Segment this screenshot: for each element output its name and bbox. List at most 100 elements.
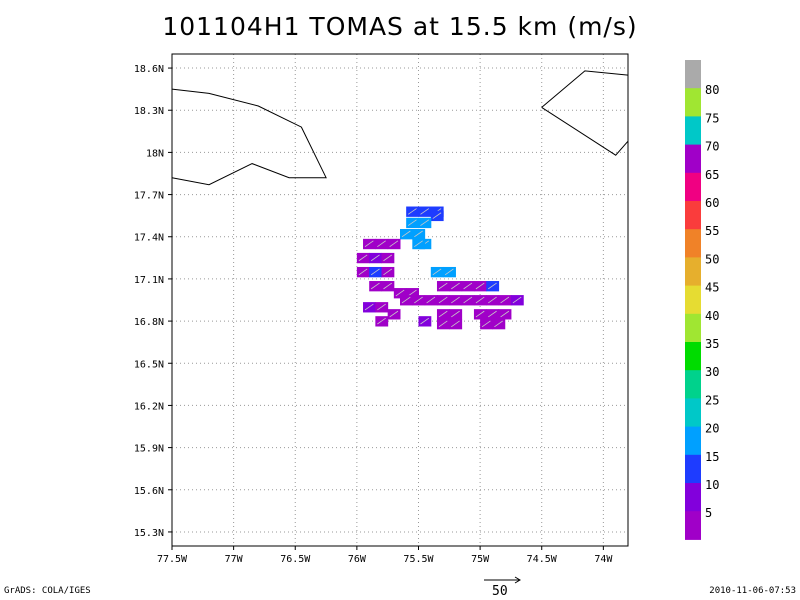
wind-vector [383, 268, 393, 276]
wind-vector [407, 219, 417, 226]
wind-vector [377, 240, 386, 248]
colorbar-swatch [685, 88, 701, 117]
y-tick-label: 16.2N [134, 401, 164, 412]
colorbar-label: 60 [705, 196, 719, 210]
grid-lines [172, 54, 628, 546]
wind-vector [512, 296, 522, 304]
wind-vector [463, 282, 473, 290]
software-credit: GrADS: COLA/IGES [4, 586, 91, 596]
wind-vector [395, 289, 405, 297]
wind-vector [451, 296, 460, 304]
wind-vector [432, 212, 442, 219]
wind-speed-cells [356, 206, 524, 330]
colorbar-label: 70 [705, 140, 719, 154]
plot-frame [171, 53, 629, 547]
wind-vector [475, 296, 485, 304]
colorbar-label: 80 [705, 83, 719, 97]
y-tick-label: 17.7N [134, 191, 164, 202]
wind-vector [444, 268, 454, 276]
colorbar-label: 40 [705, 309, 719, 323]
vector-reference-arrow [484, 576, 521, 584]
colorbar-swatch [685, 257, 701, 287]
y-tick-label: 18.3N [134, 106, 164, 117]
wind-vector [370, 254, 380, 262]
colorbar-label: 45 [705, 281, 719, 295]
wind-vector [407, 289, 417, 297]
y-tick-label: 17.4N [134, 233, 164, 244]
wind-vector [364, 303, 374, 311]
colorbar-label: 35 [705, 337, 719, 351]
page-title: 101104H1 TOMAS at 15.5 km (m/s) [162, 12, 638, 41]
y-tick-label: 16.5N [134, 359, 164, 370]
colorbar-swatch [685, 313, 701, 343]
wind-vector [432, 268, 442, 276]
x-tick-label: 77W [225, 554, 244, 565]
coastlines [171, 70, 629, 186]
wind-vector [364, 240, 374, 248]
colorbar-swatch [685, 144, 701, 174]
colorbar: 5 10 15 20 25 30 35 40 45 50 55 60 65 70 75 80 [685, 60, 719, 540]
x-tick-label: 76W [348, 554, 367, 565]
colorbar-swatch [685, 342, 701, 371]
wind-vector [438, 282, 448, 290]
colorbar-label: 15 [705, 450, 719, 464]
wind-vector [438, 310, 448, 318]
y-axis-ticks: 18.6N 18.3N 18N 17.7N 17.4N 17.1N 16.8N 16.5N 16… [134, 64, 172, 539]
y-tick-label: 15.6N [134, 486, 164, 497]
wind-vector [383, 254, 393, 262]
colorbar-swatch [685, 60, 701, 89]
colorbar-label: 55 [705, 224, 719, 238]
wind-vector [488, 282, 497, 290]
wind-vector [420, 317, 430, 325]
x-tick-label: 76.5W [280, 554, 311, 565]
y-tick-label: 17.1N [134, 275, 164, 286]
colorbar-label: 30 [705, 365, 719, 379]
wind-vector [426, 296, 436, 304]
wind-vector [358, 254, 368, 262]
colorbar-swatch [685, 172, 701, 202]
colorbar-label: 75 [705, 111, 719, 125]
wind-vector [414, 296, 423, 304]
wind-vector [389, 240, 399, 248]
y-tick-label: 18.6N [134, 64, 164, 75]
colorbar-swatch [685, 511, 701, 540]
wind-vector [475, 310, 485, 318]
wind-vector [407, 208, 417, 215]
x-axis-ticks: 77.5W 77W 76.5W 76W 75.5W 75W 74.5W 74W [157, 546, 613, 565]
wind-vector [389, 310, 399, 318]
x-tick-label: 74.5W [527, 554, 558, 565]
vector-reference-label: 50 [492, 584, 508, 599]
colorbar-swatch [685, 116, 701, 146]
colorbar-swatch [685, 285, 701, 315]
wind-vector [377, 317, 386, 325]
x-tick-label: 75.5W [403, 554, 434, 565]
y-tick-label: 15.9N [134, 444, 164, 455]
wind-vector [451, 320, 460, 328]
wind-vector [438, 296, 448, 304]
wind-vector [377, 303, 386, 311]
x-tick-label: 74W [594, 554, 613, 565]
x-tick-label: 77.5W [157, 554, 188, 565]
wind-vector [500, 310, 510, 318]
coastline [541, 106, 629, 156]
wind-vector [414, 240, 423, 248]
wind-vector [500, 296, 510, 304]
colorbar-swatch [685, 454, 701, 484]
wind-vector [420, 219, 430, 226]
wind-vector [475, 282, 485, 290]
wind-vector [358, 268, 368, 276]
colorbar-swatch [685, 483, 701, 512]
colorbar-label: 50 [705, 252, 719, 266]
wind-vector [451, 310, 460, 318]
wind-vector [401, 230, 411, 238]
wind-vector [488, 310, 497, 318]
wind-vector [451, 282, 460, 290]
coastline [541, 70, 629, 108]
wind-vector [438, 320, 448, 328]
wind-vector [383, 282, 393, 290]
colorbar-swatch [685, 229, 701, 258]
colorbar-label: 25 [705, 393, 719, 407]
coastline [171, 88, 327, 186]
colorbar-label: 20 [705, 422, 719, 436]
y-tick-label: 15.3N [134, 528, 164, 539]
